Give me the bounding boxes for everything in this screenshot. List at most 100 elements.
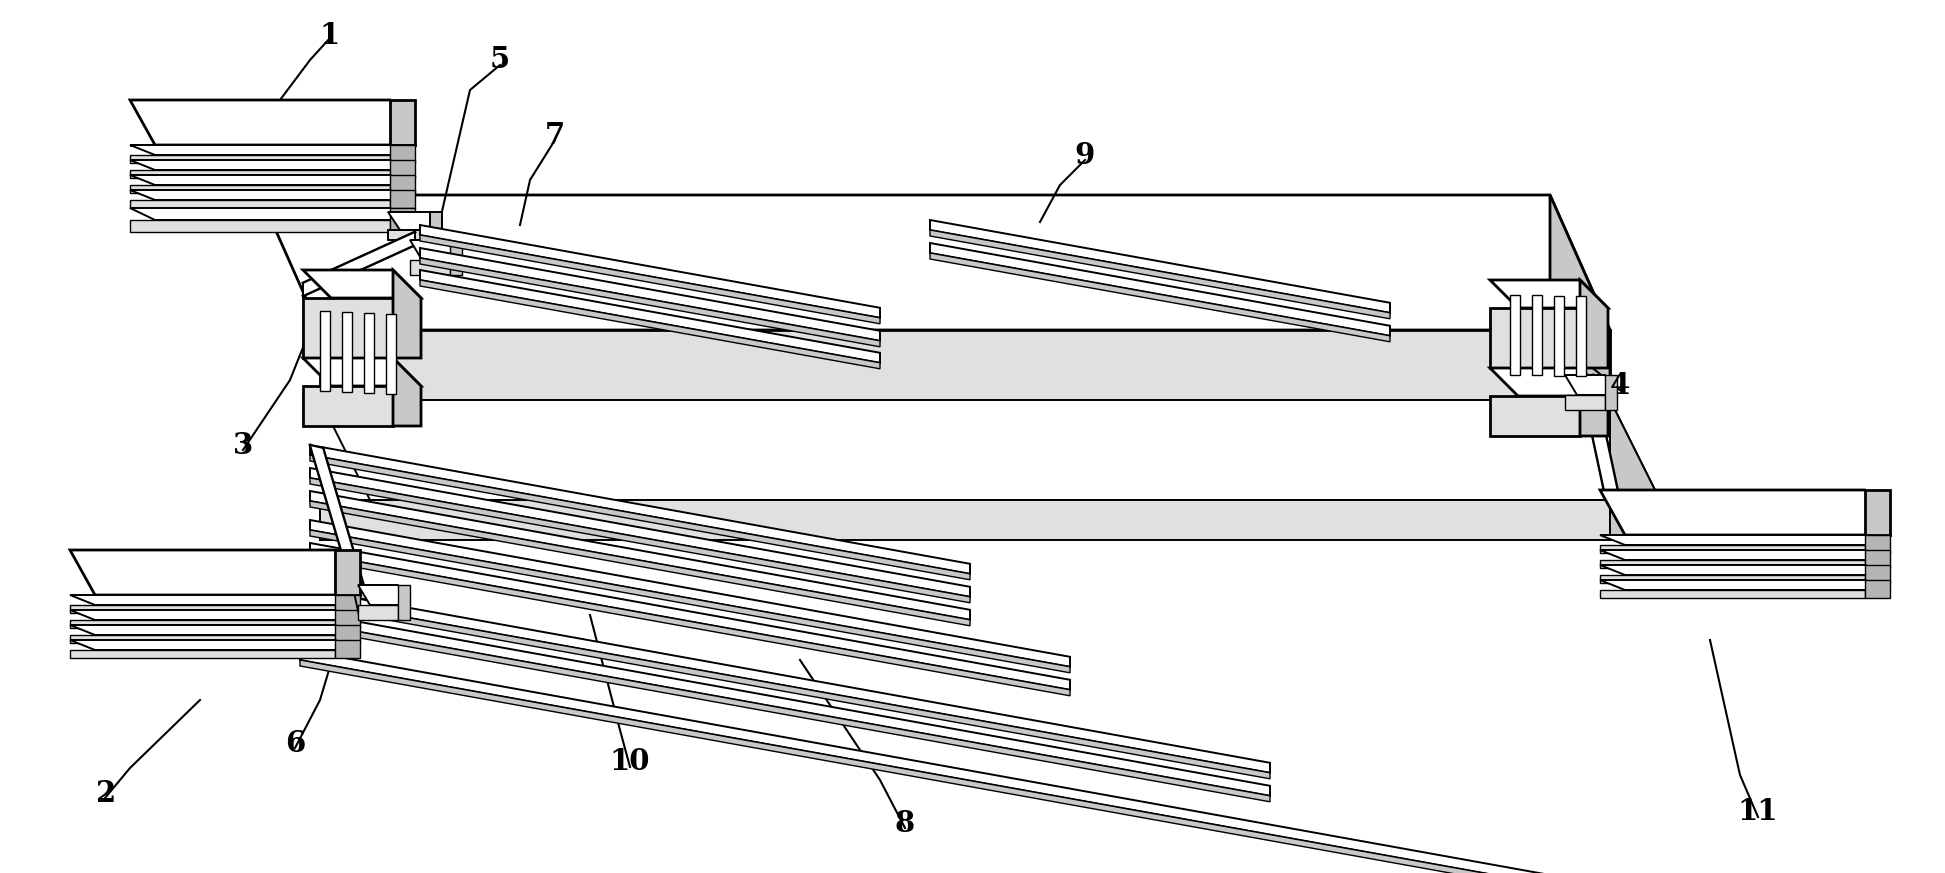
Polygon shape <box>1601 575 1865 583</box>
Polygon shape <box>420 248 879 340</box>
Polygon shape <box>261 195 1610 330</box>
Polygon shape <box>70 605 335 613</box>
Polygon shape <box>70 625 360 635</box>
Polygon shape <box>309 530 1070 673</box>
Text: 8: 8 <box>895 808 916 837</box>
Polygon shape <box>391 175 414 193</box>
Polygon shape <box>303 298 393 358</box>
Text: 6: 6 <box>284 728 305 758</box>
Polygon shape <box>1490 308 1579 368</box>
Polygon shape <box>1533 295 1542 375</box>
Polygon shape <box>1865 565 1891 583</box>
Polygon shape <box>420 258 879 347</box>
Polygon shape <box>1550 195 1610 400</box>
Polygon shape <box>70 550 360 595</box>
Polygon shape <box>130 200 391 208</box>
Polygon shape <box>1865 490 1891 535</box>
Polygon shape <box>387 230 430 240</box>
Polygon shape <box>387 212 442 230</box>
Text: 5: 5 <box>490 45 510 74</box>
Polygon shape <box>300 660 1550 873</box>
Polygon shape <box>364 313 373 393</box>
Polygon shape <box>335 550 360 595</box>
Polygon shape <box>1509 295 1519 375</box>
Polygon shape <box>130 170 391 178</box>
Text: 11: 11 <box>1737 798 1778 827</box>
Polygon shape <box>385 314 397 395</box>
Polygon shape <box>130 175 414 185</box>
Polygon shape <box>930 220 1391 313</box>
Polygon shape <box>430 212 442 240</box>
Text: 9: 9 <box>1076 141 1095 169</box>
Text: 4: 4 <box>1610 370 1630 400</box>
Polygon shape <box>130 220 391 232</box>
Polygon shape <box>309 543 1070 690</box>
Polygon shape <box>130 185 391 193</box>
Polygon shape <box>1566 375 1616 395</box>
Text: 2: 2 <box>95 779 115 808</box>
Polygon shape <box>309 553 1070 696</box>
Polygon shape <box>1865 535 1891 553</box>
Polygon shape <box>420 235 879 324</box>
Polygon shape <box>70 595 360 605</box>
Polygon shape <box>420 270 879 363</box>
Polygon shape <box>321 400 1659 500</box>
Polygon shape <box>1601 490 1891 535</box>
Text: 3: 3 <box>233 430 253 459</box>
Polygon shape <box>309 613 1270 796</box>
Polygon shape <box>1575 296 1585 376</box>
Polygon shape <box>1865 580 1891 598</box>
Polygon shape <box>321 311 331 391</box>
Polygon shape <box>1605 375 1616 410</box>
Polygon shape <box>449 240 463 275</box>
Polygon shape <box>130 100 414 145</box>
Polygon shape <box>309 520 1070 667</box>
Polygon shape <box>1601 560 1865 568</box>
Polygon shape <box>303 358 420 386</box>
Polygon shape <box>1601 580 1891 590</box>
Polygon shape <box>420 280 879 368</box>
Polygon shape <box>1554 296 1564 376</box>
Polygon shape <box>393 358 420 426</box>
Polygon shape <box>420 225 879 318</box>
Polygon shape <box>309 600 1270 779</box>
Polygon shape <box>930 253 1391 342</box>
Polygon shape <box>393 270 420 358</box>
Polygon shape <box>1601 545 1865 553</box>
Polygon shape <box>309 590 1270 773</box>
Polygon shape <box>342 313 352 392</box>
Polygon shape <box>1601 565 1891 575</box>
Polygon shape <box>335 610 360 628</box>
Polygon shape <box>130 190 414 200</box>
Polygon shape <box>303 386 393 426</box>
Polygon shape <box>1490 280 1609 308</box>
Polygon shape <box>1579 280 1609 368</box>
Polygon shape <box>70 620 335 628</box>
Polygon shape <box>335 595 360 613</box>
Polygon shape <box>1601 590 1865 598</box>
Polygon shape <box>321 330 1610 400</box>
Polygon shape <box>410 240 463 260</box>
Polygon shape <box>391 190 414 208</box>
Polygon shape <box>358 585 410 605</box>
Polygon shape <box>70 610 360 620</box>
Polygon shape <box>930 230 1391 319</box>
Text: 1: 1 <box>319 20 340 50</box>
Text: 7: 7 <box>545 120 566 149</box>
Polygon shape <box>309 445 971 574</box>
Polygon shape <box>130 155 391 163</box>
Polygon shape <box>1601 550 1891 560</box>
Polygon shape <box>1579 368 1609 436</box>
Polygon shape <box>70 635 335 643</box>
Polygon shape <box>1490 368 1609 396</box>
Polygon shape <box>391 100 414 145</box>
Polygon shape <box>410 260 449 275</box>
Polygon shape <box>1490 396 1579 436</box>
Polygon shape <box>1579 375 1618 495</box>
Polygon shape <box>309 491 971 620</box>
Polygon shape <box>391 208 414 232</box>
Polygon shape <box>303 232 414 296</box>
Polygon shape <box>130 160 414 170</box>
Polygon shape <box>70 650 335 658</box>
Polygon shape <box>300 650 1550 873</box>
